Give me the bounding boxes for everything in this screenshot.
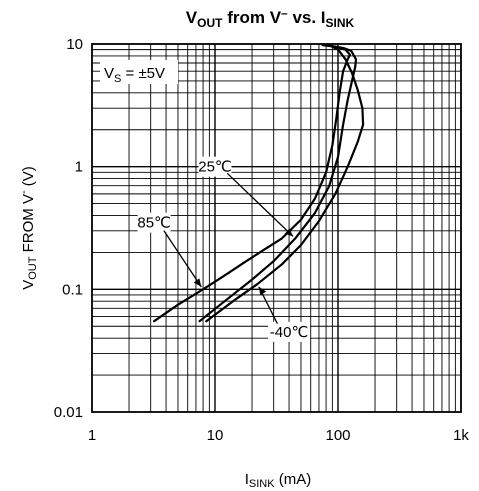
- supply-part-1: V: [104, 65, 114, 82]
- x-tick-label: 1k: [453, 427, 469, 444]
- tick-label-layer: 1 10 100 1k 0.01 0.1 1 10: [54, 36, 470, 444]
- ylabel-part-3: FROM V: [20, 194, 37, 257]
- title-part-1: V: [186, 8, 198, 27]
- series-line: [153, 44, 351, 323]
- title-part-3: from V: [222, 8, 281, 27]
- series-label-background: [137, 212, 171, 233]
- title-part-2: OUT: [197, 16, 223, 30]
- y-axis-label: VOUT FROM V- (V): [18, 166, 39, 290]
- series-label-arrowhead: [193, 278, 202, 287]
- supply-annotation: VS = ±5V: [104, 65, 165, 85]
- y-tick-label: 0.01: [54, 404, 83, 421]
- ylabel-part-2: OUT: [27, 256, 39, 280]
- ylabel-part-5: (V): [20, 166, 37, 190]
- series-label-background: [198, 156, 232, 177]
- y-tick-label: 10: [66, 36, 83, 53]
- supply-part-2: S: [114, 73, 121, 85]
- series-label-leader: [226, 172, 294, 237]
- title-part-5: vs. I: [288, 8, 326, 27]
- title-part-6: SINK: [326, 16, 355, 30]
- series-label-arrowhead: [258, 286, 267, 296]
- y-tick-label: 0.1: [62, 281, 83, 298]
- chart-title: VOUT from V– vs. ISINK: [186, 6, 355, 30]
- ylabel-part-4: -: [18, 190, 30, 194]
- x-tick-label: 100: [325, 427, 350, 444]
- series-label-layer: 25℃ 85℃ -40℃: [137, 156, 311, 342]
- plot-frame: [91, 43, 462, 413]
- x-tick-label: 10: [207, 427, 224, 444]
- x-tick-label: 1: [88, 427, 96, 444]
- xlabel-part-3: (mA): [275, 471, 312, 488]
- xlabel-part-2: SINK: [249, 478, 275, 490]
- series-label: -40℃: [270, 324, 309, 341]
- supply-part-3: = ±5V: [121, 65, 165, 82]
- xlabel-part-1: I: [245, 471, 249, 488]
- series-line: [205, 44, 365, 323]
- x-axis-label: ISINK (mA): [245, 471, 312, 490]
- title-part-4: –: [281, 6, 288, 20]
- series-label-arrowhead: [284, 228, 294, 237]
- y-tick-label: 1: [75, 159, 83, 176]
- series-label: 25℃: [198, 159, 232, 176]
- ylabel-part-1: V: [20, 280, 37, 290]
- series-line: [198, 44, 358, 323]
- series-label-leader: [163, 230, 202, 288]
- series-label-background: [268, 321, 311, 342]
- series-label: 85℃: [137, 215, 171, 232]
- series-layer: [153, 44, 365, 323]
- supply-annotation-box: [100, 60, 178, 84]
